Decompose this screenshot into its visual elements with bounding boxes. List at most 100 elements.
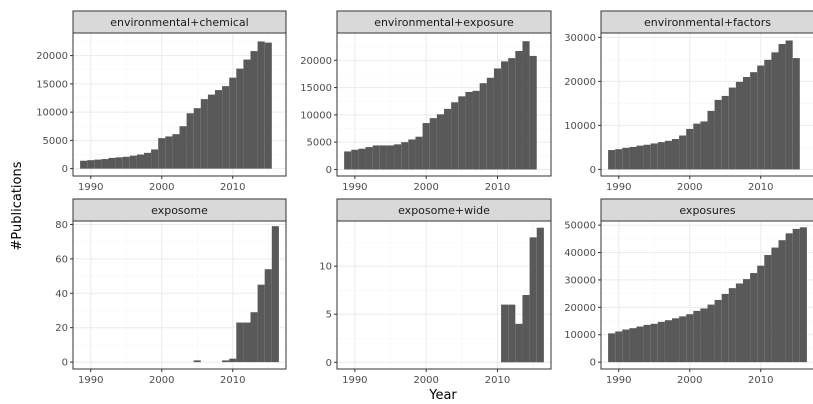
y-tick-label: 20000: [564, 303, 596, 314]
facet-panel: environmental+exposure 0 5000 10000 15000 200…: [300, 10, 552, 193]
bar: [672, 318, 680, 363]
bar: [257, 41, 265, 169]
bar: [650, 323, 658, 363]
bar: [236, 68, 244, 169]
bar: [479, 83, 487, 170]
panel-frame: [336, 220, 552, 370]
bar: [792, 228, 800, 363]
y-axis-title: #Publications: [10, 161, 25, 250]
bar: [785, 40, 793, 170]
bar: [757, 265, 765, 363]
facet-title: exposome+wide: [398, 204, 490, 217]
bar: [486, 77, 494, 170]
y-tick-label: 10000: [300, 110, 332, 121]
facet-title: exposome: [151, 204, 208, 217]
y-tick-label: 15000: [36, 79, 68, 90]
y-tick-label: 5000: [307, 138, 332, 149]
bar: [351, 149, 359, 170]
y-tick-label: 60: [55, 254, 68, 265]
bar: [735, 81, 743, 170]
bar: [179, 126, 187, 169]
bar: [707, 304, 715, 363]
x-tick-label: 2010: [485, 375, 510, 386]
bar: [222, 360, 230, 363]
bar: [250, 51, 258, 169]
bar: [451, 102, 459, 170]
bar: [679, 316, 687, 363]
bar: [778, 240, 786, 363]
bar: [493, 68, 502, 170]
bar: [193, 108, 201, 169]
bar: [87, 160, 95, 169]
bar: [365, 147, 373, 170]
x-axis-title: Year: [428, 388, 457, 403]
y-tick-label: 40000: [564, 248, 596, 259]
facet-title: environmental+chemical: [110, 16, 248, 29]
bar: [222, 86, 230, 169]
y-tick-label: 50000: [564, 221, 596, 232]
bar: [472, 90, 480, 170]
bar: [358, 148, 366, 170]
bar: [728, 87, 736, 170]
bar: [215, 90, 223, 169]
bar: [643, 144, 651, 170]
bar: [165, 136, 173, 169]
bar: [144, 152, 152, 169]
bar: [686, 314, 694, 363]
bar: [792, 58, 800, 170]
bar: [422, 123, 430, 170]
bar: [650, 143, 658, 170]
y-tick-label: 0: [62, 164, 68, 175]
bar: [785, 233, 793, 363]
y-tick-label: 20000: [36, 51, 68, 62]
bar: [693, 123, 701, 170]
y-tick-label: 10000: [564, 330, 596, 341]
y-tick-label: 15000: [300, 83, 332, 94]
x-tick-label: 2010: [485, 182, 510, 193]
bar: [101, 159, 109, 169]
bar: [778, 44, 786, 170]
bar: [608, 333, 616, 363]
panel-frame: [72, 220, 287, 370]
facet-panel: exposome 0 20 40 60 80 1990 2000 2010: [55, 198, 287, 386]
bar: [757, 65, 765, 170]
bar: [243, 59, 251, 169]
bar: [264, 42, 272, 169]
bar: [429, 118, 437, 170]
bar: [243, 322, 251, 363]
x-tick-label: 2010: [748, 375, 773, 386]
bar: [679, 135, 687, 170]
bar: [394, 144, 402, 170]
bar: [436, 114, 444, 170]
y-tick-label: 10000: [36, 108, 68, 119]
bar: [636, 145, 644, 170]
bar: [608, 150, 616, 170]
y-tick-label: 0: [326, 358, 332, 369]
bar: [714, 299, 722, 363]
bar: [229, 358, 237, 363]
bar: [115, 157, 123, 169]
x-tick-label: 2010: [748, 182, 773, 193]
bar: [386, 145, 395, 170]
bar: [743, 279, 751, 363]
y-tick-label: 40: [55, 289, 68, 300]
bar: [236, 322, 244, 363]
bar: [735, 283, 743, 363]
bar: [344, 151, 352, 170]
bar: [80, 160, 88, 169]
bar: [693, 310, 701, 363]
y-tick-label: 20000: [300, 56, 332, 67]
bar: [501, 304, 509, 363]
y-tick-label: 20000: [564, 77, 596, 88]
bar: [714, 99, 722, 170]
bar: [408, 139, 416, 170]
bar: [372, 145, 380, 170]
x-tick-label: 1990: [78, 182, 103, 193]
panel-frame: [72, 32, 287, 177]
facet-panel: exposures 0 10000 20000 30000 40000 50000 1990 2…: [564, 198, 813, 386]
x-tick-label: 2000: [413, 182, 438, 193]
panel-frame: [600, 220, 813, 370]
bar: [129, 155, 137, 169]
bar: [707, 110, 715, 170]
